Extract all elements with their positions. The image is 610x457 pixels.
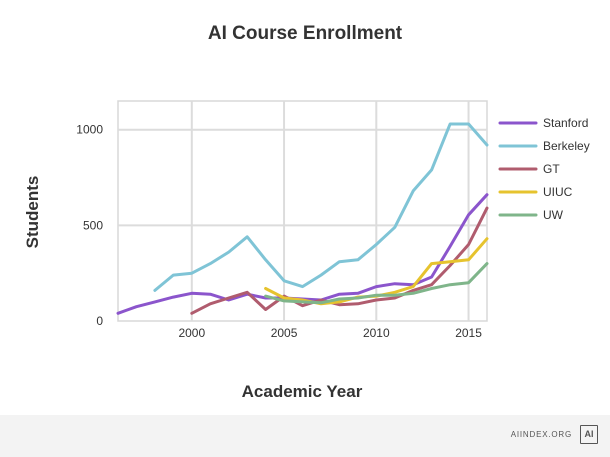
legend: Stanford Berkeley GT UIUC UW: [498, 116, 590, 222]
y-tick-label: 0: [96, 314, 103, 328]
legend-label: Stanford: [543, 116, 588, 130]
series-line-berkeley: [153, 122, 489, 292]
legend-label: UW: [543, 208, 564, 222]
series-lines: [116, 122, 489, 315]
axis-ticks: 2000 2005 2010 2015 0 500 1000: [76, 123, 482, 340]
x-tick-label: 2000: [178, 326, 205, 340]
y-axis-label: Students: [23, 176, 42, 249]
footer-bar: [0, 415, 610, 457]
legend-label: UIUC: [543, 185, 573, 199]
y-tick-label: 500: [83, 218, 103, 232]
series-line-uw: [264, 262, 489, 305]
x-tick-label: 2015: [455, 326, 482, 340]
ai-index-logo-icon: AI: [580, 425, 598, 444]
x-tick-label: 2005: [271, 326, 298, 340]
legend-label: GT: [543, 162, 560, 176]
x-axis-label: Academic Year: [242, 382, 363, 401]
series-line-stanford: [116, 193, 489, 315]
grid: [117, 100, 488, 322]
legend-label: Berkeley: [543, 139, 590, 153]
chart-canvas: AI Course Enrollment 2000 2005 2010 2015 0 50…: [23, 23, 590, 401]
x-tick-label: 2010: [363, 326, 390, 340]
y-tick-label: 1000: [76, 123, 103, 137]
series-line-gt: [190, 206, 489, 315]
footer-source[interactable]: AIINDEX.ORG: [510, 430, 572, 439]
chart-title: AI Course Enrollment: [208, 23, 403, 44]
